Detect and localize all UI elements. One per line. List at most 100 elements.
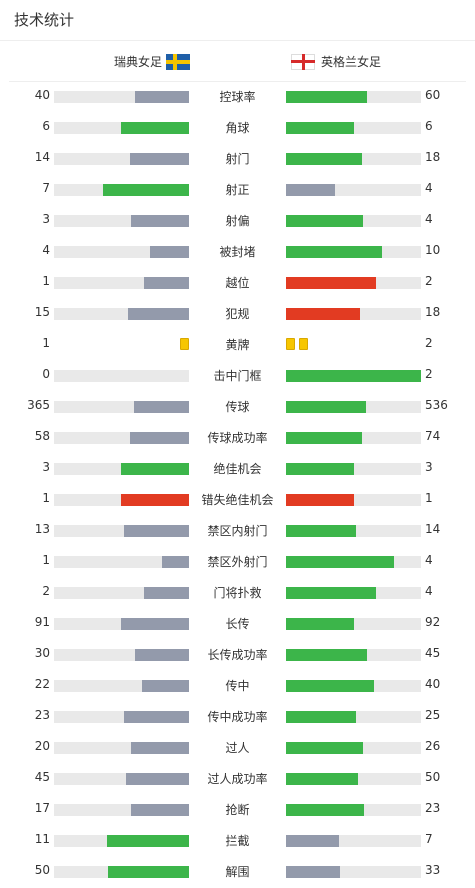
away-team-name: 英格兰女足 [321, 55, 382, 69]
stat-row: 14 射门 18 [0, 144, 475, 175]
home-value: 4 [42, 243, 50, 257]
away-bar-fill [286, 587, 376, 599]
home-bar-fill [144, 277, 189, 289]
home-bar-track [54, 277, 189, 289]
stat-row: 45 过人成功率 50 [0, 764, 475, 795]
away-bar-track [286, 153, 421, 165]
away-bar-track [286, 525, 421, 537]
stat-label: 射偏 [225, 214, 250, 228]
away-bar-fill [286, 773, 358, 785]
away-value: 40 [425, 677, 441, 691]
away-yellow-cards [286, 338, 308, 350]
stat-row: 3 射偏 4 [0, 206, 475, 237]
away-value: 4 [425, 584, 433, 598]
stat-label: 拦截 [225, 834, 250, 848]
away-value: 1 [425, 491, 433, 505]
away-bar-fill [286, 153, 362, 165]
home-bar-fill [150, 246, 189, 258]
stat-label: 禁区外射门 [207, 555, 268, 569]
home-bar-track [54, 494, 189, 506]
away-bar-fill [286, 308, 360, 320]
away-bar-track [286, 308, 421, 320]
away-bar-track [286, 494, 421, 506]
home-bar-track [54, 680, 189, 692]
stats-list: 40 控球率 60 6 角球 6 14 射门 18 7 射正 4 3 射偏 4 4 被封堵 10 1 越位 2 15 犯规 1… [0, 82, 475, 888]
stat-row: 15 犯规 18 [0, 299, 475, 330]
home-value: 3 [42, 460, 50, 474]
home-value: 11 [34, 832, 50, 846]
away-bar-fill [286, 494, 354, 506]
home-bar-fill [124, 525, 189, 537]
home-value: 13 [34, 522, 50, 536]
away-bar-fill [286, 122, 354, 134]
yellow-card-icon [180, 338, 189, 350]
home-bar-track [54, 246, 189, 258]
away-value: 45 [425, 646, 441, 660]
away-bar-track [286, 649, 421, 661]
home-bar-track [54, 401, 189, 413]
stat-label: 犯规 [225, 307, 250, 321]
home-value: 45 [34, 770, 50, 784]
home-bar-track [54, 184, 189, 196]
stat-row: 23 传中成功率 25 [0, 702, 475, 733]
stat-row: 22 传中 40 [0, 671, 475, 702]
home-value: 3 [42, 212, 50, 226]
stat-label: 角球 [225, 121, 250, 135]
home-value: 23 [34, 708, 50, 722]
stat-row: 58 传球成功率 74 [0, 423, 475, 454]
stat-label: 门将扑救 [213, 586, 262, 600]
away-bar-track [286, 587, 421, 599]
away-bar-track [286, 277, 421, 289]
stat-row: 11 拦截 7 [0, 826, 475, 857]
home-bar-fill [121, 618, 189, 630]
stat-label: 传球成功率 [207, 431, 268, 445]
home-bar-track [54, 773, 189, 785]
home-value: 1 [42, 491, 50, 505]
away-bar-fill [286, 866, 340, 878]
away-bar-fill [286, 618, 354, 630]
home-bar-track [54, 835, 189, 847]
away-value: 26 [425, 739, 441, 753]
away-bar-track [286, 370, 421, 382]
stat-label: 越位 [225, 276, 250, 290]
stat-label: 禁区内射门 [207, 524, 268, 538]
home-value: 40 [34, 88, 50, 102]
away-bar-track [286, 184, 421, 196]
stat-row: 13 禁区内射门 14 [0, 516, 475, 547]
away-value: 18 [425, 150, 441, 164]
home-value: 30 [34, 646, 50, 660]
stat-row: 1 黄牌 2 [0, 330, 475, 361]
away-value: 536 [425, 398, 448, 412]
away-bar-fill [286, 184, 335, 196]
away-bar-fill [286, 680, 374, 692]
home-bar-fill [126, 773, 189, 785]
home-value: 1 [42, 553, 50, 567]
home-value: 6 [42, 119, 50, 133]
home-bar-fill [131, 215, 189, 227]
home-bar-fill [162, 556, 189, 568]
home-value: 7 [42, 181, 50, 195]
home-value: 2 [42, 584, 50, 598]
away-bar-track [286, 246, 421, 258]
stat-label: 被封堵 [219, 245, 256, 259]
away-value: 3 [425, 460, 433, 474]
away-bar-fill [286, 215, 363, 227]
away-bar-track [286, 91, 421, 103]
stat-label: 绝佳机会 [213, 462, 262, 476]
teams-header: 瑞典女足 英格兰女足 [9, 41, 466, 82]
away-bar-fill [286, 370, 421, 382]
away-bar-fill [286, 277, 376, 289]
stat-label: 传中成功率 [207, 710, 268, 724]
away-value: 4 [425, 181, 433, 195]
home-team: 瑞典女足 [114, 53, 190, 70]
away-bar-track [286, 711, 421, 723]
stat-row: 4 被封堵 10 [0, 237, 475, 268]
away-bar-fill [286, 432, 362, 444]
home-value: 17 [34, 801, 50, 815]
home-bar-fill [107, 835, 189, 847]
stat-label: 射门 [225, 152, 250, 166]
away-bar-fill [286, 556, 394, 568]
away-bar-track [286, 866, 421, 878]
home-bar-fill [121, 463, 189, 475]
home-bar-fill [103, 184, 189, 196]
